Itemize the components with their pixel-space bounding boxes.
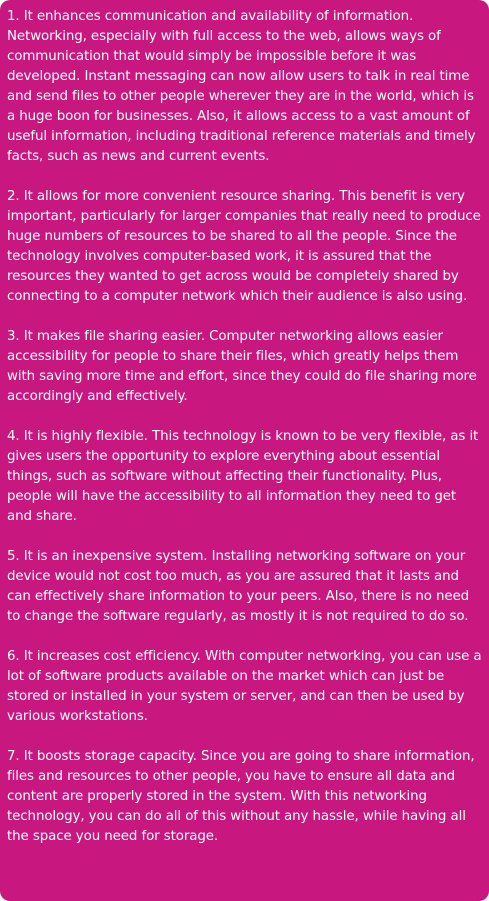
paragraph-storage-capacity: 7. It boosts storage capacity. Since you… [7, 749, 475, 844]
paragraph-inexpensive: 5. It is an inexpensive system. Installi… [7, 549, 470, 624]
paragraph-flexible: 4. It is highly flexible. This technolog… [7, 429, 479, 524]
paragraph-cost-efficiency: 6. It increases cost efficiency. With co… [7, 649, 482, 724]
paragraph-communication: 1. It enhances communication and availab… [7, 9, 476, 164]
paragraph-resource-sharing: 2. It allows for more convenient resourc… [7, 189, 481, 304]
paragraph-file-sharing: 3. It makes file sharing easier. Compute… [7, 329, 477, 404]
